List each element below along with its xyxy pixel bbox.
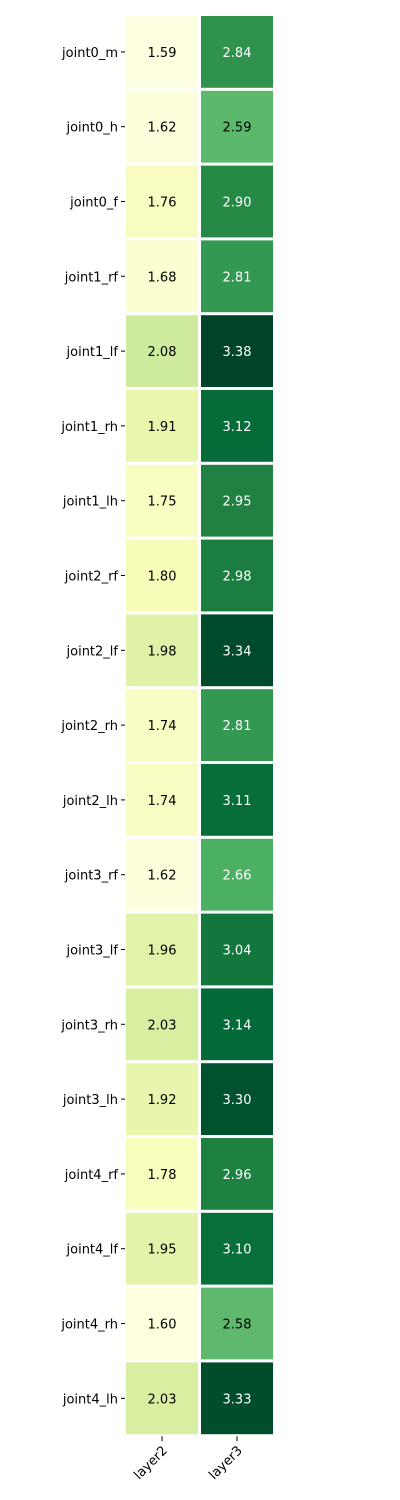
- y-tick-label: joint1_rh: [60, 420, 118, 435]
- cell-value-label: 2.98: [223, 570, 252, 585]
- y-tick-label: joint4_rh: [60, 1318, 118, 1333]
- cell-value-label: 1.76: [148, 196, 177, 211]
- heatmap-cell-joint3_lh-layer2: [126, 1063, 198, 1135]
- y-tick-label: joint0_h: [65, 121, 118, 136]
- y-tick-label: joint2_lf: [66, 644, 119, 659]
- cell-value-label: 2.58: [223, 1318, 252, 1333]
- cell-value-label: 1.80: [148, 570, 177, 585]
- cell-value-label: 2.90: [223, 196, 252, 211]
- heatmap-cell-joint2_rh-layer2: [126, 689, 198, 761]
- cell-value-label: 3.04: [223, 944, 252, 959]
- cell-value-label: 2.08: [148, 345, 177, 360]
- heatmap-cell-joint1_lh-layer2: [126, 464, 198, 537]
- cell-value-label: 3.34: [223, 644, 252, 659]
- y-tick-label: joint0_f: [69, 196, 118, 211]
- heatmap-cell-joint3_rh-layer2: [126, 988, 198, 1061]
- heatmap-cell-joint4_lh-layer2: [126, 1362, 198, 1435]
- heatmap-cell-joint1_rh-layer3: [201, 390, 273, 462]
- heatmap-cell-joint4_lf-layer3: [201, 1212, 273, 1285]
- heatmap-cell-joint3_lh-layer3: [201, 1063, 273, 1135]
- heatmap-cell-joint3_lf-layer3: [201, 913, 273, 986]
- heatmap-cell-joint4_rh-layer3: [201, 1287, 273, 1360]
- heatmap-cell-joint2_rf-layer3: [201, 539, 273, 612]
- x-tick-label: layer3: [206, 1443, 246, 1483]
- cell-value-label: 3.30: [223, 1093, 252, 1108]
- cell-value-label: 1.95: [148, 1243, 177, 1258]
- cell-value-label: 1.59: [148, 46, 177, 61]
- y-tick-label: joint3_lh: [62, 1093, 118, 1108]
- heatmap-cell-joint1_rf-layer3: [201, 240, 273, 313]
- heatmap-cell-joint0_h-layer2: [126, 90, 198, 163]
- cell-value-label: 2.96: [223, 1168, 252, 1183]
- heatmap-cell-joint2_rf-layer2: [126, 539, 198, 612]
- y-tick-label: joint4_rf: [64, 1168, 119, 1183]
- cell-value-label: 2.81: [223, 270, 252, 285]
- cell-value-label: 1.74: [148, 719, 177, 734]
- cell-value-label: 1.75: [148, 495, 177, 510]
- cell-value-label: 2.84: [223, 46, 252, 61]
- cell-value-label: 1.92: [148, 1093, 177, 1108]
- heatmap-cell-joint4_rh-layer2: [126, 1287, 198, 1360]
- heatmap-cell-joint0_m-layer2: [126, 16, 198, 88]
- heatmap-cell-joint2_lf-layer3: [201, 614, 273, 687]
- heatmap-cell-joint3_rh-layer3: [201, 988, 273, 1061]
- heatmap-cell-joint4_rf-layer2: [126, 1138, 198, 1210]
- y-tick-label: joint1_rf: [64, 270, 119, 285]
- cell-value-label: 3.12: [223, 420, 252, 435]
- cell-value-label: 2.95: [223, 495, 252, 510]
- heatmap-cell-joint0_h-layer3: [201, 90, 273, 163]
- y-tick-label: joint3_rf: [64, 869, 119, 884]
- heatmap-cell-joint4_rf-layer3: [201, 1138, 273, 1210]
- heatmap-cell-joint4_lh-layer3: [201, 1362, 273, 1435]
- cell-value-label: 2.59: [223, 121, 252, 136]
- cell-value-label: 1.74: [148, 794, 177, 809]
- heatmap-cell-joint3_rf-layer2: [126, 838, 198, 911]
- heatmap-cell-joint3_rf-layer3: [201, 838, 273, 911]
- heatmap-cell-joint0_f-layer3: [201, 165, 273, 238]
- heatmap-cell-joint2_rh-layer3: [201, 689, 273, 761]
- heatmap-cell-joint1_lf-layer2: [126, 315, 198, 387]
- heatmap-cell-joint0_f-layer2: [126, 165, 198, 238]
- y-tick-label: joint4_lf: [66, 1243, 119, 1258]
- heatmap-cell-joint0_m-layer3: [201, 16, 273, 88]
- y-tick-label: joint4_lh: [62, 1392, 118, 1407]
- cell-value-label: 3.14: [223, 1018, 252, 1033]
- cell-value-label: 1.91: [148, 420, 177, 435]
- cell-value-label: 1.98: [148, 644, 177, 659]
- y-tick-label: joint2_lh: [62, 794, 118, 809]
- heatmap-cell-joint1_rh-layer2: [126, 390, 198, 462]
- cell-value-label: 1.62: [148, 121, 177, 136]
- cell-value-label: 2.81: [223, 719, 252, 734]
- y-tick-label: joint2_rh: [60, 719, 118, 734]
- heatmap-cell-joint2_lf-layer2: [126, 614, 198, 687]
- y-tick-label: joint0_m: [61, 46, 118, 61]
- y-tick-label: joint3_lf: [66, 944, 119, 959]
- heatmap-cell-joint1_rf-layer2: [126, 240, 198, 313]
- cell-value-label: 1.68: [148, 270, 177, 285]
- y-tick-label: joint2_rf: [64, 570, 119, 585]
- cell-value-label: 2.66: [223, 869, 252, 884]
- heatmap-cell-joint2_lh-layer3: [201, 764, 273, 836]
- cell-value-label: 3.10: [223, 1243, 252, 1258]
- cell-value-label: 1.60: [148, 1318, 177, 1333]
- cell-value-label: 2.03: [148, 1392, 177, 1407]
- x-tick-label: layer2: [131, 1443, 171, 1483]
- heatmap-cell-joint2_lh-layer2: [126, 764, 198, 836]
- cell-value-label: 3.38: [223, 345, 252, 360]
- y-tick-label: joint3_rh: [60, 1018, 118, 1033]
- heatmap-cell-joint1_lh-layer3: [201, 464, 273, 537]
- y-tick-label: joint1_lf: [66, 345, 119, 360]
- cell-value-label: 3.33: [223, 1392, 252, 1407]
- heatmap-cell-joint4_lf-layer2: [126, 1212, 198, 1285]
- y-tick-label: joint1_lh: [62, 495, 118, 510]
- cell-value-label: 1.78: [148, 1168, 177, 1183]
- cell-value-label: 1.96: [148, 944, 177, 959]
- cell-value-label: 2.03: [148, 1018, 177, 1033]
- cell-value-label: 3.11: [223, 794, 252, 809]
- heatmap-cell-joint3_lf-layer2: [126, 913, 198, 986]
- cell-value-label: 1.62: [148, 869, 177, 884]
- heatmap-cell-joint1_lf-layer3: [201, 315, 273, 387]
